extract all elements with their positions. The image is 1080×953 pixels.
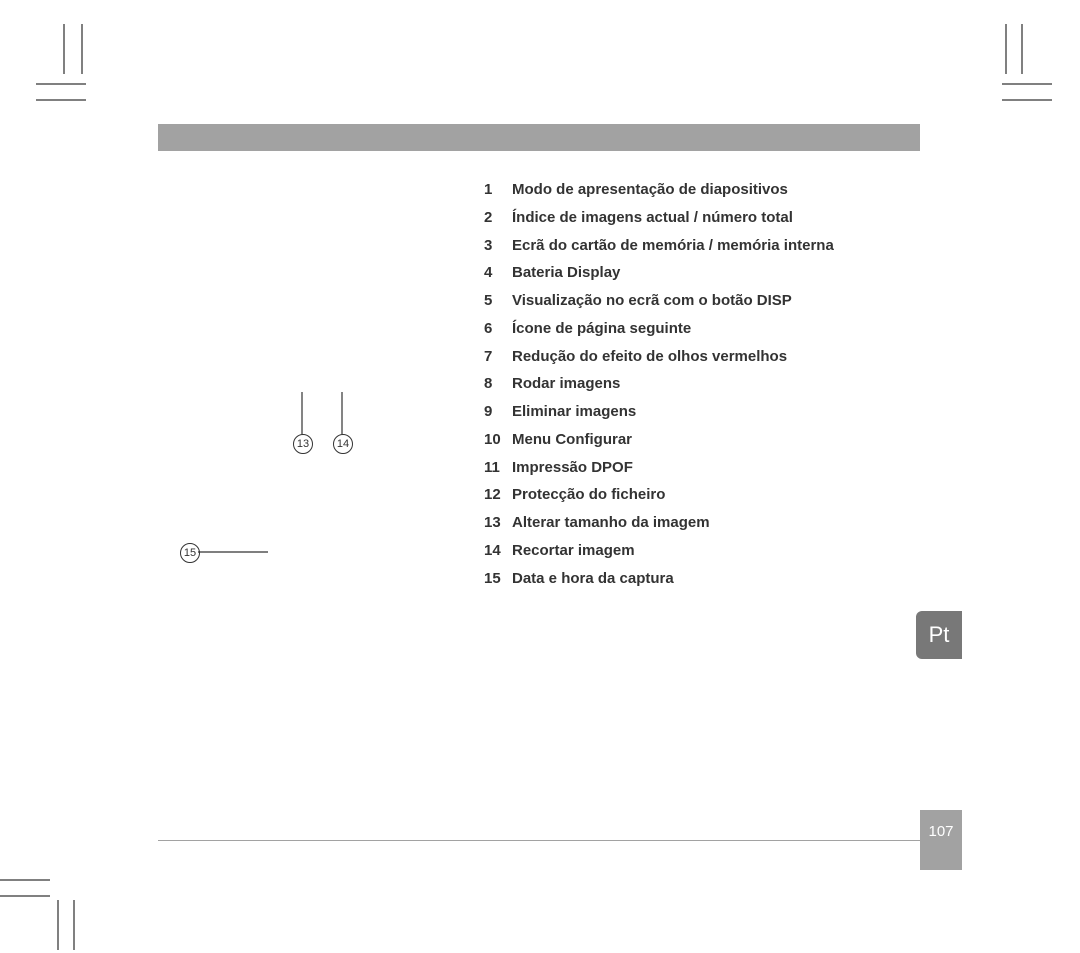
list-item: 9Eliminar imagens <box>484 398 834 426</box>
legend-list: 1Modo de apresentação de diapositivos 2Í… <box>484 176 834 592</box>
list-item: 8Rodar imagens <box>484 370 834 398</box>
header-bar <box>158 124 920 151</box>
list-item: 14Recortar imagem <box>484 537 834 565</box>
list-item: 6Ícone de página seguinte <box>484 315 834 343</box>
footer-rule <box>158 840 920 841</box>
list-item: 10Menu Configurar <box>484 426 834 454</box>
list-item: 1Modo de apresentação de diapositivos <box>484 176 834 204</box>
list-item: 13Alterar tamanho da imagem <box>484 509 834 537</box>
callout-14: 14 <box>333 434 353 454</box>
callout-15: 15 <box>180 543 200 563</box>
callout-diagram: 13 14 15 <box>168 392 388 577</box>
page-number: 107 <box>920 810 962 870</box>
list-item: 4Bateria Display <box>484 259 834 287</box>
callout-13: 13 <box>293 434 313 454</box>
list-item: 15Data e hora da captura <box>484 565 834 593</box>
list-item: 12Protecção do ficheiro <box>484 481 834 509</box>
list-item: 5Visualização no ecrã com o botão DISP <box>484 287 834 315</box>
list-item: 7Redução do efeito de olhos vermelhos <box>484 343 834 371</box>
list-item: 2Índice de imagens actual / número total <box>484 204 834 232</box>
language-tab: Pt <box>916 611 962 659</box>
list-item: 11Impressão DPOF <box>484 454 834 482</box>
list-item: 3Ecrã do cartão de memória / memória int… <box>484 232 834 260</box>
